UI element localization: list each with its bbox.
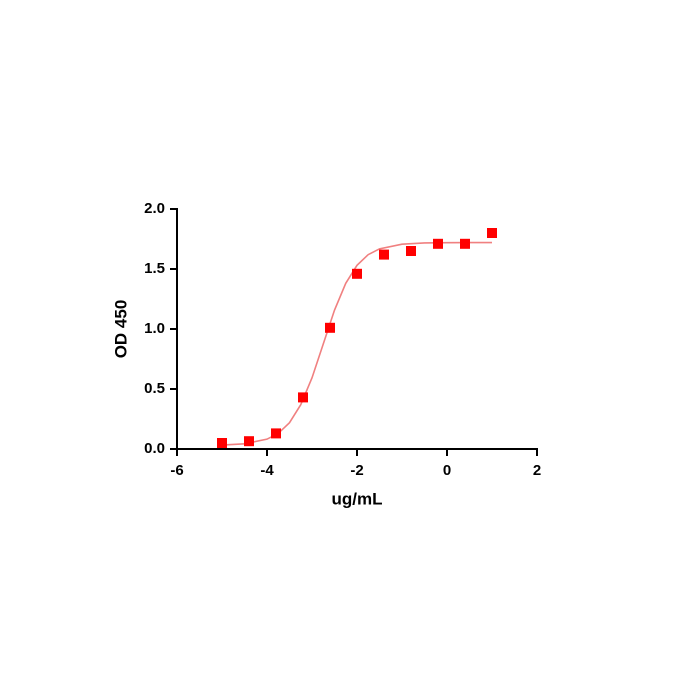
data-point bbox=[433, 238, 443, 249]
x-tick-label: -4 bbox=[260, 462, 274, 479]
y-tick-label: 2.0 bbox=[144, 200, 165, 217]
data-point bbox=[379, 249, 389, 260]
x-tick-label: 0 bbox=[443, 462, 451, 479]
y-tick-label: 1.0 bbox=[144, 320, 165, 337]
data-point bbox=[460, 238, 470, 249]
data-point bbox=[487, 228, 497, 238]
x-tick-label: -6 bbox=[170, 462, 183, 479]
data-point bbox=[244, 436, 254, 447]
data-point bbox=[406, 246, 416, 256]
data-point bbox=[325, 322, 335, 333]
y-tick-label: 1.5 bbox=[144, 260, 165, 277]
y-tick-label: 0.5 bbox=[144, 380, 165, 397]
data-point bbox=[271, 428, 281, 439]
x-axis-label: ug/mL bbox=[332, 489, 383, 508]
y-tick-label: 0.0 bbox=[144, 440, 165, 457]
data-point bbox=[298, 392, 308, 403]
data-point bbox=[217, 438, 227, 448]
x-tick-label: 2 bbox=[533, 462, 541, 479]
data-point bbox=[352, 268, 362, 279]
x-tick-label: -2 bbox=[350, 462, 363, 479]
y-axis-label: OD 450 bbox=[111, 300, 130, 359]
